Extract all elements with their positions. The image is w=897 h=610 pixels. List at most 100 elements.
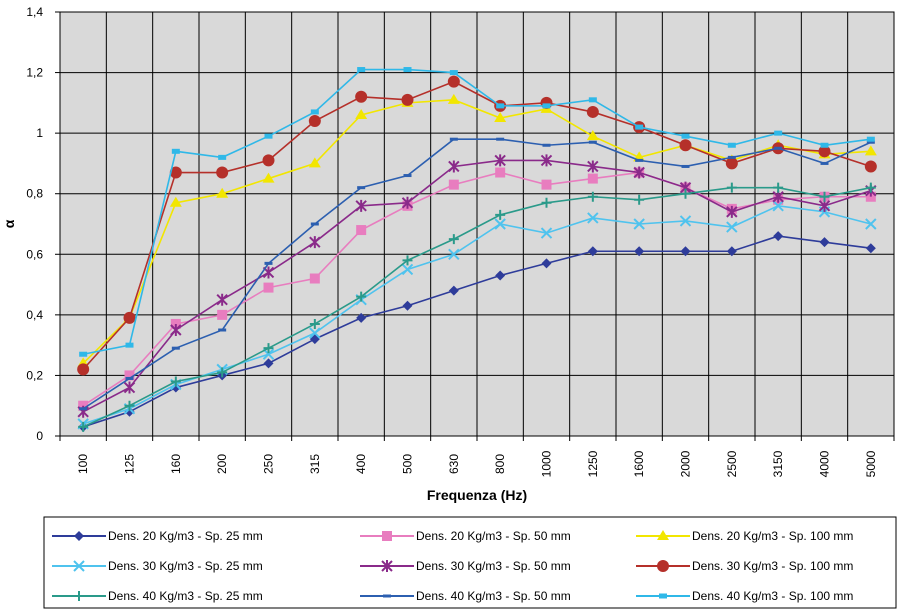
data-point <box>586 105 599 118</box>
data-point <box>773 182 784 193</box>
data-point <box>541 179 552 190</box>
data-point <box>217 309 228 320</box>
x-tick-label: 250 <box>262 454 276 474</box>
data-point <box>772 190 784 203</box>
data-point <box>310 222 319 226</box>
data-point <box>865 191 876 202</box>
legend-label: Dens. 30 Kg/m3 - Sp. 100 mm <box>692 559 853 573</box>
data-point <box>79 407 88 411</box>
data-point <box>449 70 458 76</box>
data-point <box>542 143 551 147</box>
legend-item: Dens. 30 Kg/m3 - Sp. 100 mm <box>636 559 853 573</box>
data-point <box>866 140 875 144</box>
data-point <box>774 146 783 150</box>
series-line <box>82 159 872 413</box>
data-point <box>449 137 458 141</box>
data-point <box>587 191 598 202</box>
legend-label: Dens. 30 Kg/m3 - Sp. 50 mm <box>416 559 571 573</box>
data-point <box>447 93 460 104</box>
legend-item: Dens. 30 Kg/m3 - Sp. 25 mm <box>52 559 263 573</box>
legend-marker <box>657 560 669 572</box>
data-point <box>170 324 182 336</box>
legend-item: Dens. 40 Kg/m3 - Sp. 100 mm <box>636 589 853 603</box>
legend-marker <box>381 560 393 572</box>
data-point <box>171 346 180 350</box>
data-point <box>125 342 134 348</box>
series-line <box>82 80 872 370</box>
x-tick-label: 100 <box>76 454 90 474</box>
data-point <box>217 367 228 378</box>
y-tick-label: 0 <box>36 429 43 443</box>
data-point <box>356 225 367 236</box>
data-point <box>773 231 784 242</box>
data-point <box>403 67 412 73</box>
legend-label: Dens. 40 Kg/m3 - Sp. 50 mm <box>416 589 571 603</box>
data-point <box>681 133 690 139</box>
legend-label: Dens. 40 Kg/m3 - Sp. 100 mm <box>692 589 853 603</box>
data-point <box>540 154 553 167</box>
data-point <box>308 157 321 168</box>
x-tick-label: 630 <box>447 454 461 474</box>
data-point <box>726 221 738 233</box>
data-point <box>170 318 181 329</box>
data-point <box>634 194 645 205</box>
data-point <box>264 133 273 139</box>
data-point <box>494 218 506 230</box>
data-point <box>494 154 506 167</box>
data-point <box>402 300 413 311</box>
grid <box>60 12 894 436</box>
data-point <box>587 212 599 224</box>
series-8 <box>79 137 875 411</box>
data-point <box>496 103 505 109</box>
data-point <box>262 172 275 183</box>
data-point <box>819 237 830 248</box>
data-point <box>495 270 506 281</box>
series-line <box>82 205 872 425</box>
data-point <box>264 261 273 265</box>
x-axis-title: Frequenza (Hz) <box>427 487 527 503</box>
data-point <box>263 343 274 354</box>
series-line <box>82 186 871 428</box>
legend-item: Dens. 40 Kg/m3 - Sp. 25 mm <box>52 589 263 603</box>
data-point <box>772 200 784 212</box>
x-tick-label: 400 <box>354 454 368 474</box>
x-tick-label: 3150 <box>771 450 785 477</box>
x-tick-label: 500 <box>401 454 415 474</box>
data-point <box>818 199 831 212</box>
x-tick-label: 125 <box>123 454 137 474</box>
legend-marker <box>657 530 669 540</box>
data-point <box>263 358 274 369</box>
data-point <box>169 196 182 207</box>
data-point <box>680 246 691 257</box>
data-point <box>125 376 134 380</box>
series-9 <box>79 67 875 357</box>
data-point <box>355 90 368 103</box>
data-point <box>357 67 366 73</box>
legend-label: Dens. 40 Kg/m3 - Sp. 25 mm <box>108 589 263 603</box>
data-point <box>402 255 413 266</box>
series-line <box>82 138 872 410</box>
data-point <box>401 196 414 209</box>
data-point <box>635 158 644 162</box>
data-point <box>587 173 598 184</box>
data-point <box>726 205 738 218</box>
data-point <box>262 348 275 360</box>
x-tick-label: 315 <box>308 454 322 474</box>
data-point <box>78 421 89 432</box>
data-point <box>124 370 135 381</box>
data-point <box>169 166 182 179</box>
x-axis: 100 125 160 200 250 315 400 500 630 800 1000 1250 16… <box>59 436 895 477</box>
data-point <box>818 145 831 158</box>
data-point <box>725 157 738 170</box>
legend-label: Dens. 20 Kg/m3 - Sp. 50 mm <box>416 529 571 543</box>
data-point <box>170 376 181 387</box>
legend-item: Dens. 20 Kg/m3 - Sp. 50 mm <box>360 529 571 543</box>
data-point <box>448 234 459 245</box>
data-point <box>588 97 597 103</box>
y-tick-label: 1,4 <box>26 5 43 19</box>
data-point <box>216 293 228 306</box>
data-point <box>820 142 829 148</box>
series-line <box>82 171 871 407</box>
data-point <box>542 103 551 109</box>
series-layer <box>77 67 877 432</box>
